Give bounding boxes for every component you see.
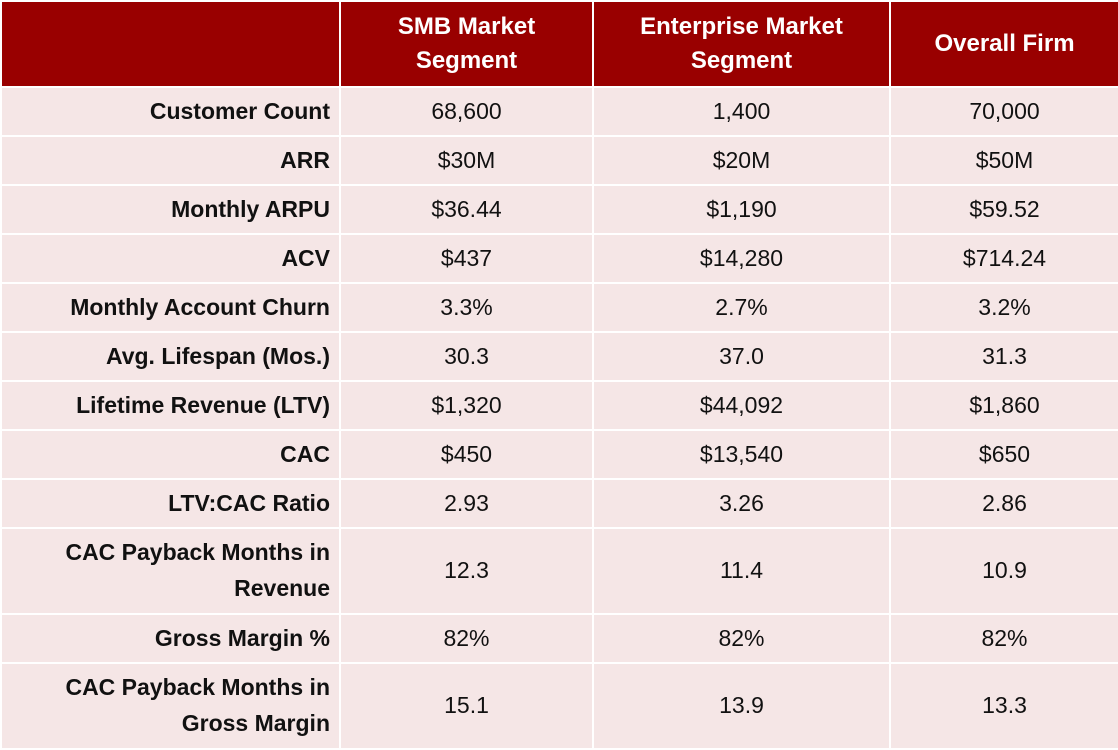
cell-smb: $1,320 bbox=[339, 380, 594, 431]
table-row-monthly-account-churn: Monthly Account Churn 3.3% 2.7% 3.2% bbox=[0, 282, 1118, 333]
header-enterprise-market-segment: Enterprise Market Segment bbox=[592, 0, 891, 88]
cell-overall: $650 bbox=[889, 429, 1118, 480]
table-row-gross-margin: Gross Margin % 82% 82% 82% bbox=[0, 613, 1118, 664]
table-row-cac-payback-gross-margin: CAC Payback Months in Gross Margin 15.1 … bbox=[0, 662, 1118, 750]
cell-overall: $714.24 bbox=[889, 233, 1118, 284]
table-row-arr: ARR $30M $20M $50M bbox=[0, 135, 1118, 186]
cell-overall: 70,000 bbox=[889, 86, 1118, 137]
row-label: CAC Payback Months in Gross Margin bbox=[0, 662, 341, 750]
table-row-cac-payback-revenue: CAC Payback Months in Revenue 12.3 11.4 … bbox=[0, 527, 1118, 615]
cell-overall: 31.3 bbox=[889, 331, 1118, 382]
header-corner bbox=[0, 0, 341, 88]
cell-smb: 30.3 bbox=[339, 331, 594, 382]
table-row-avg-lifespan: Avg. Lifespan (Mos.) 30.3 37.0 31.3 bbox=[0, 331, 1118, 382]
cell-enterprise: $20M bbox=[592, 135, 891, 186]
cell-enterprise: $13,540 bbox=[592, 429, 891, 480]
cell-overall: $59.52 bbox=[889, 184, 1118, 235]
cell-enterprise: 82% bbox=[592, 613, 891, 664]
header-overall-firm: Overall Firm bbox=[889, 0, 1118, 88]
row-label: Monthly ARPU bbox=[0, 184, 341, 235]
cell-smb: $30M bbox=[339, 135, 594, 186]
header-smb-market-segment: SMB Market Segment bbox=[339, 0, 594, 88]
cell-overall: 2.86 bbox=[889, 478, 1118, 529]
cell-overall: 10.9 bbox=[889, 527, 1118, 615]
cell-enterprise: 13.9 bbox=[592, 662, 891, 750]
cell-enterprise: $14,280 bbox=[592, 233, 891, 284]
row-label: LTV:CAC Ratio bbox=[0, 478, 341, 529]
table-row-cac: CAC $450 $13,540 $650 bbox=[0, 429, 1118, 480]
cell-smb: 12.3 bbox=[339, 527, 594, 615]
cell-enterprise: 2.7% bbox=[592, 282, 891, 333]
cell-enterprise: 1,400 bbox=[592, 86, 891, 137]
table-row-lifetime-revenue: Lifetime Revenue (LTV) $1,320 $44,092 $1… bbox=[0, 380, 1118, 431]
cell-enterprise: 3.26 bbox=[592, 478, 891, 529]
table-row-acv: ACV $437 $14,280 $714.24 bbox=[0, 233, 1118, 284]
cell-smb: 3.3% bbox=[339, 282, 594, 333]
row-label: ARR bbox=[0, 135, 341, 186]
cell-overall: $1,860 bbox=[889, 380, 1118, 431]
cell-enterprise: $44,092 bbox=[592, 380, 891, 431]
cell-smb: $36.44 bbox=[339, 184, 594, 235]
cell-smb: $450 bbox=[339, 429, 594, 480]
cell-enterprise: $1,190 bbox=[592, 184, 891, 235]
row-label: ACV bbox=[0, 233, 341, 284]
cell-smb: 82% bbox=[339, 613, 594, 664]
row-label: Lifetime Revenue (LTV) bbox=[0, 380, 341, 431]
cell-overall: $50M bbox=[889, 135, 1118, 186]
row-label: CAC bbox=[0, 429, 341, 480]
cell-overall: 13.3 bbox=[889, 662, 1118, 750]
cell-enterprise: 37.0 bbox=[592, 331, 891, 382]
row-label: CAC Payback Months in Revenue bbox=[0, 527, 341, 615]
row-label: Customer Count bbox=[0, 86, 341, 137]
cell-smb: $437 bbox=[339, 233, 594, 284]
cell-smb: 68,600 bbox=[339, 86, 594, 137]
cell-smb: 2.93 bbox=[339, 478, 594, 529]
row-label: Monthly Account Churn bbox=[0, 282, 341, 333]
header-row: SMB Market Segment Enterprise Market Seg… bbox=[0, 0, 1118, 88]
row-label: Avg. Lifespan (Mos.) bbox=[0, 331, 341, 382]
cell-enterprise: 11.4 bbox=[592, 527, 891, 615]
table-row-monthly-arpu: Monthly ARPU $36.44 $1,190 $59.52 bbox=[0, 184, 1118, 235]
cell-overall: 3.2% bbox=[889, 282, 1118, 333]
cell-overall: 82% bbox=[889, 613, 1118, 664]
table-row-customer-count: Customer Count 68,600 1,400 70,000 bbox=[0, 86, 1118, 137]
cell-smb: 15.1 bbox=[339, 662, 594, 750]
table-row-ltv-cac-ratio: LTV:CAC Ratio 2.93 3.26 2.86 bbox=[0, 478, 1118, 529]
row-label: Gross Margin % bbox=[0, 613, 341, 664]
